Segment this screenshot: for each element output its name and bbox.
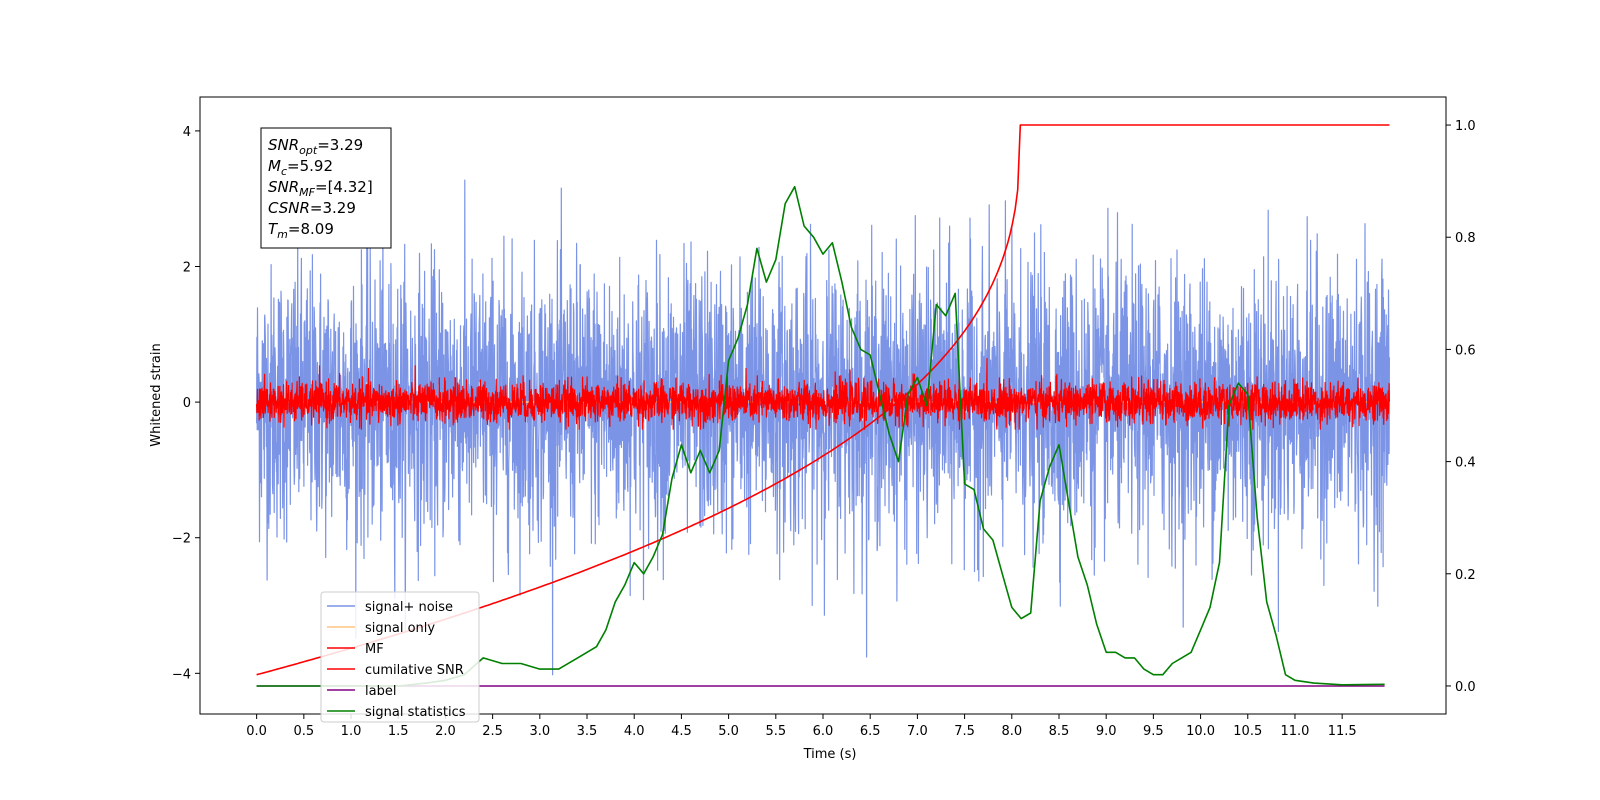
y-tick-label: 0 xyxy=(183,396,191,411)
annotation-line: SNRopt=3.29 xyxy=(268,136,363,157)
x-tick-label: 8.0 xyxy=(1001,724,1022,739)
annotation-line: Mc=5.92 xyxy=(268,157,333,178)
x-tick-label: 11.0 xyxy=(1280,724,1309,739)
y-tick-label: 2 xyxy=(183,261,191,276)
legend: signal+ noise signal only MF cumilative SNR… xyxy=(320,591,480,723)
legend-label-mf: MF xyxy=(365,642,384,657)
y2-tick-label: 0.6 xyxy=(1455,343,1476,358)
y-tick-label: −2 xyxy=(172,532,191,547)
x-tick-label: 8.5 xyxy=(1049,724,1070,739)
y-tick-label: 4 xyxy=(183,125,191,140)
annotation-line: CSNR=3.29 xyxy=(268,199,356,217)
x-tick-label: 4.0 xyxy=(624,724,645,739)
x-tick-label: 4.5 xyxy=(671,724,692,739)
y2-tick-label: 0.4 xyxy=(1455,456,1476,471)
legend-label-signal-only: signal only xyxy=(365,621,435,636)
x-axis-label: Time (s) xyxy=(803,747,857,762)
series-line-mf xyxy=(256,357,1390,430)
legend-label-signal-statistics: signal statistics xyxy=(365,705,466,720)
x-tick-label: 0.0 xyxy=(246,724,267,739)
y2-tick-label: 1.0 xyxy=(1455,119,1476,134)
y2-tick-label: 0.8 xyxy=(1455,231,1476,246)
x-tick-label: 9.0 xyxy=(1096,724,1117,739)
legend-label-label: label xyxy=(365,684,396,699)
x-tick-label: 5.0 xyxy=(718,724,739,739)
x-tick-label: 1.0 xyxy=(341,724,362,739)
y2-tick-label: 0.2 xyxy=(1455,568,1476,583)
x-tick-label: 3.0 xyxy=(529,724,550,739)
x-tick-label: 1.5 xyxy=(388,724,409,739)
x-tick-label: 7.0 xyxy=(907,724,928,739)
annotation-frame xyxy=(260,127,392,249)
y2-tick-label: 0.0 xyxy=(1455,680,1476,695)
x-tick-label: 7.5 xyxy=(954,724,975,739)
axes: 0.0 0.5 1.0 1.5 2.0 2.5 3.0 3.5 4.0 4.5 5.0 5.5 6.0 6… xyxy=(172,96,1476,739)
series-line-signal-statistics xyxy=(256,185,1385,687)
legend-label-signal-noise: signal+ noise xyxy=(365,600,453,615)
x-tick-label: 10.5 xyxy=(1233,724,1262,739)
legend-label-cumilative-snr: cumilative SNR xyxy=(365,663,464,678)
x-tick-label: 2.5 xyxy=(482,724,503,739)
x-tick-label: 6.5 xyxy=(860,724,881,739)
x-tick-label: 11.5 xyxy=(1328,724,1357,739)
x-tick-label: 0.5 xyxy=(293,724,314,739)
annotation-line: Tm=8.09 xyxy=(268,220,334,241)
y-axis-label: Whitened strain xyxy=(149,343,164,446)
annotation-line: SNRMF=[4.32] xyxy=(268,178,373,199)
x-tick-label: 3.5 xyxy=(577,724,598,739)
x-tick-label: 5.5 xyxy=(765,724,786,739)
y-tick-label: −4 xyxy=(172,667,191,682)
legend-frame xyxy=(320,591,480,723)
x-tick-label: 2.0 xyxy=(435,724,456,739)
x-tick-label: 10.0 xyxy=(1186,724,1215,739)
x-tick-label: 9.5 xyxy=(1143,724,1164,739)
x-tick-label: 6.0 xyxy=(813,724,834,739)
